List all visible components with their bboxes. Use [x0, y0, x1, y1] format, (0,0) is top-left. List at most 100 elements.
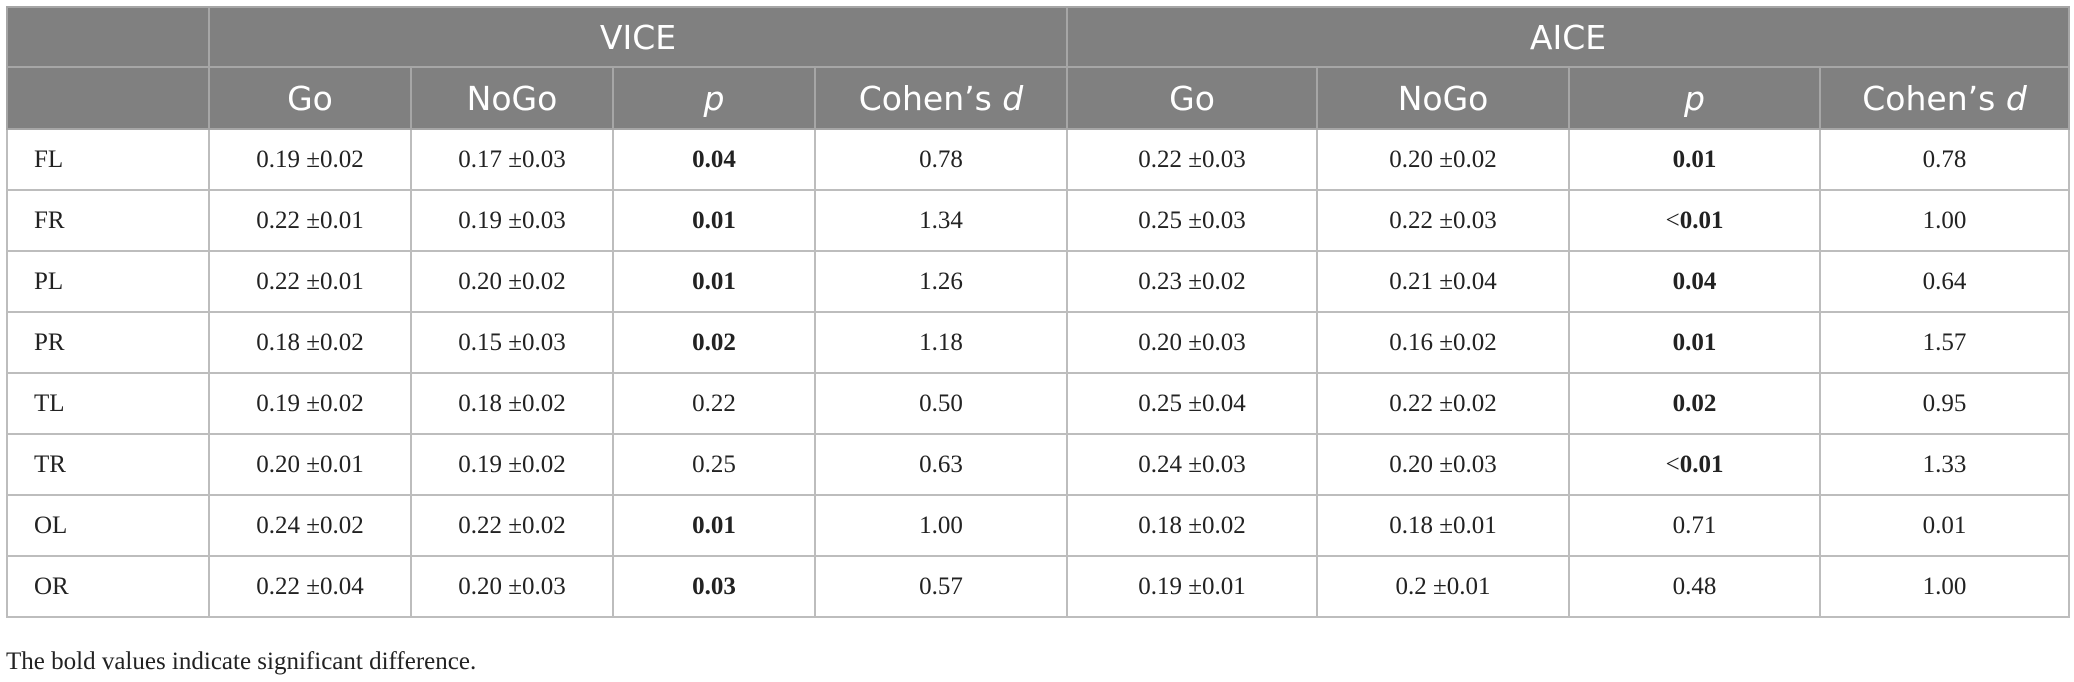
table-cell: 0.01	[612, 250, 816, 313]
significant-value: 0.02	[692, 328, 736, 356]
cell-value: 0.17 ±0.03	[458, 145, 566, 173]
table-cell: 0.20 ±0.02	[410, 250, 614, 313]
corner-cell	[6, 66, 210, 130]
cell-value: 0.2 ±0.01	[1395, 572, 1491, 600]
significant-value: 0.01	[1672, 145, 1717, 173]
table-cell: 0.01	[1819, 494, 2071, 557]
table-row: PR 0.18 ±0.02 0.15 ±0.03 0.02 1.18 0.20 ±0.03…	[6, 311, 2071, 374]
cell-value: 1.00	[1922, 206, 1967, 234]
table-cell: 0.25 ±0.03	[1066, 189, 1319, 252]
table-cell: 0.95	[1819, 372, 2071, 435]
table-cell: 0.22 ±0.02	[1316, 372, 1571, 435]
row-label: TR	[6, 433, 210, 496]
table-cell: 0.19 ±0.02	[410, 433, 614, 496]
cell-value: 0.57	[919, 572, 963, 600]
row-label: FL	[6, 128, 210, 191]
table-cell: 0.50	[813, 372, 1069, 435]
table-cell: 0.18 ±0.01	[1316, 494, 1571, 557]
results-table-container: VICE AICE Go NoGo p Cohen’s d Go NoGo p Cohen’s…	[6, 6, 2071, 618]
column-header: p	[612, 66, 816, 130]
table-cell: 0.19 ±0.01	[1066, 555, 1319, 618]
significant-value: 0.04	[1672, 267, 1717, 295]
cell-value: 0.48	[1672, 572, 1717, 600]
table-cell: 0.01	[1568, 311, 1822, 374]
table-cell: 0.03	[612, 555, 816, 618]
column-header-label: p	[703, 78, 725, 118]
cell-value: 1.33	[1922, 450, 1967, 478]
cell-value: 0.18 ±0.02	[1138, 511, 1246, 539]
cell-value: 0.25	[692, 450, 736, 478]
column-header: Go	[208, 66, 412, 130]
table-cell: 0.17 ±0.03	[410, 128, 614, 191]
table-footnote: The bold values indicate significant dif…	[6, 648, 477, 675]
table-cell: 0.63	[813, 433, 1069, 496]
cell-value: 0.20 ±0.03	[1389, 450, 1497, 478]
table-cell: 0.22 ±0.03	[1316, 189, 1571, 252]
cell-value: 0.20 ±0.01	[256, 450, 364, 478]
significant-value: 0.01	[692, 206, 736, 234]
table-cell: 1.18	[813, 311, 1069, 374]
cell-value: 0.64	[1922, 267, 1967, 295]
table-cell: 0.48	[1568, 555, 1822, 618]
row-label: FR	[6, 189, 210, 252]
cell-value: 0.78	[919, 145, 963, 173]
table-cell: 0.19 ±0.02	[208, 128, 412, 191]
cell-value: 0.22	[692, 389, 736, 417]
cell-value: 0.24 ±0.02	[256, 511, 364, 539]
cell-value: 0.20 ±0.02	[458, 267, 566, 295]
table-cell: 0.01	[612, 494, 816, 557]
column-header-symbol: d	[2005, 78, 2027, 118]
table-cell: 0.22 ±0.01	[208, 189, 412, 252]
cell-value: 0.19 ±0.02	[256, 145, 364, 173]
significant-value: 0.01	[1672, 328, 1717, 356]
table-cell: 0.23 ±0.02	[1066, 250, 1319, 313]
table-cell: 0.57	[813, 555, 1069, 618]
cell-value: 0.18 ±0.02	[458, 389, 566, 417]
cell-value: 0.19 ±0.02	[256, 389, 364, 417]
table-cell: 1.34	[813, 189, 1069, 252]
table-cell: 0.02	[1568, 372, 1822, 435]
column-header: Cohen’s d	[1819, 66, 2071, 130]
table-cell: 0.15 ±0.03	[410, 311, 614, 374]
cell-value: 0.22 ±0.01	[256, 267, 364, 295]
cell-value: 0.78	[1922, 145, 1967, 173]
table-cell: 0.18 ±0.02	[208, 311, 412, 374]
column-header: p	[1568, 66, 1822, 130]
group-header-vice: VICE	[207, 6, 1069, 68]
cell-value: 0.21 ±0.04	[1389, 267, 1497, 295]
table-cell: <0.01	[1568, 433, 1822, 496]
table-row: OL 0.24 ±0.02 0.22 ±0.02 0.01 1.00 0.18 ±0.02…	[6, 494, 2071, 557]
cell-value: 0.50	[919, 389, 963, 417]
cell-value: 0.16 ±0.02	[1389, 328, 1497, 356]
row-label: TL	[6, 372, 210, 435]
comparison-symbol: <	[1665, 450, 1680, 478]
table-cell: 0.04	[612, 128, 816, 191]
column-header: Cohen’s d	[813, 66, 1069, 130]
column-header-symbol: d	[1002, 78, 1024, 118]
row-label: OR	[6, 555, 210, 618]
cell-value: 0.22 ±0.02	[458, 511, 566, 539]
table-cell: 0.24 ±0.03	[1066, 433, 1319, 496]
results-table: VICE AICE Go NoGo p Cohen’s d Go NoGo p Cohen’s…	[6, 6, 2071, 618]
cell-value: 0.01	[1922, 511, 1967, 539]
table-cell: 0.16 ±0.02	[1316, 311, 1571, 374]
column-header-label: NoGo	[466, 78, 558, 118]
table-cell: 0.21 ±0.04	[1316, 250, 1571, 313]
table-cell: <0.01	[1568, 189, 1822, 252]
table-cell: 0.18 ±0.02	[410, 372, 614, 435]
column-header-label: Go	[287, 78, 333, 118]
cell-value: 0.20 ±0.02	[1389, 145, 1497, 173]
cell-value: 0.63	[919, 450, 963, 478]
group-header-row: VICE AICE	[6, 6, 2071, 68]
table-cell: 0.02	[612, 311, 816, 374]
cell-value: 0.23 ±0.02	[1138, 267, 1246, 295]
table-cell: 0.22 ±0.04	[208, 555, 412, 618]
column-header-label: NoGo	[1397, 78, 1489, 118]
row-label: PL	[6, 250, 210, 313]
table-cell: 0.19 ±0.03	[410, 189, 614, 252]
table-cell: 0.71	[1568, 494, 1822, 557]
table-row: TR 0.20 ±0.01 0.19 ±0.02 0.25 0.63 0.24 ±0.03…	[6, 433, 2071, 496]
table-row: TL 0.19 ±0.02 0.18 ±0.02 0.22 0.50 0.25 ±0.04…	[6, 372, 2071, 435]
table-cell: 0.20 ±0.03	[410, 555, 614, 618]
table-cell: 0.20 ±0.03	[1316, 433, 1571, 496]
